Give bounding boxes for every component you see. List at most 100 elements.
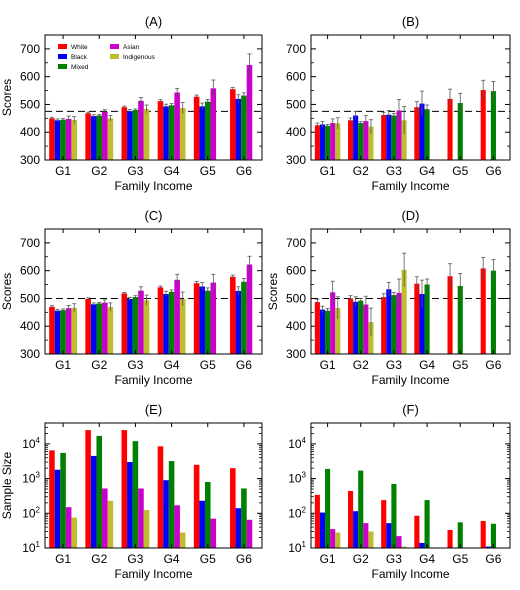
bar-asian-g3 — [138, 100, 144, 160]
y-tick-label: 400 — [286, 125, 306, 139]
bar-indigenous-g3 — [143, 108, 150, 160]
bar-indigenous-g1 — [71, 120, 77, 160]
y-tick-label: 600 — [286, 70, 306, 84]
bar-indigenous-g1 — [335, 307, 341, 354]
bar-black-g3 — [127, 462, 133, 548]
bar-indigenous-g4 — [179, 532, 186, 548]
bar-mixed-g6 — [490, 91, 496, 160]
bar-black-g5 — [199, 286, 205, 354]
x-tick-label: G6 — [485, 552, 501, 566]
bar-mixed-g6 — [490, 270, 496, 354]
bar-white-g2 — [85, 299, 91, 354]
bar-indigenous-g3 — [401, 269, 407, 354]
x-tick-label: G3 — [127, 164, 143, 178]
panel-title: (B) — [402, 14, 419, 29]
bar-asian-g3 — [396, 536, 402, 548]
panel-title: (C) — [144, 208, 162, 223]
bar-mixed-g4 — [424, 284, 430, 354]
legend-swatch-indigenous — [110, 54, 119, 59]
bar-black-g2 — [353, 511, 359, 548]
x-tick-label: G5 — [452, 164, 468, 178]
x-axis-label: Family Income — [114, 567, 192, 581]
bar-black-g4 — [419, 103, 425, 160]
bar-white-g5 — [193, 464, 200, 548]
y-tick-label: 104 — [22, 436, 40, 451]
bar-black-g4 — [163, 294, 169, 354]
y-tick-label: 300 — [20, 153, 40, 167]
bar-asian-g6 — [246, 264, 253, 354]
bar-white-g2 — [347, 120, 354, 160]
y-tick-label: 101 — [288, 540, 306, 555]
x-axis-label: Family Income — [371, 179, 449, 193]
legend-label-white: White — [71, 44, 88, 51]
bar-black-g4 — [163, 106, 169, 160]
bar-white-g4 — [414, 107, 420, 160]
y-tick-label: 400 — [20, 319, 40, 333]
plot-frame — [44, 422, 263, 549]
bar-indigenous-g4 — [179, 108, 186, 160]
bar-white-g3 — [121, 430, 128, 548]
bar-indigenous-g3 — [143, 509, 150, 548]
bar-asian-g1 — [65, 507, 72, 548]
bar-black-g3 — [386, 523, 392, 548]
bar-asian-g4 — [174, 505, 180, 548]
y-tick-label: 500 — [286, 97, 306, 111]
x-tick-label: G4 — [419, 552, 435, 566]
bar-black-g5 — [199, 106, 205, 160]
bar-indigenous-g4 — [179, 299, 186, 354]
bar-indigenous-g2 — [107, 500, 114, 548]
bar-black-g4 — [419, 542, 425, 548]
bar-mixed-g1 — [60, 119, 66, 160]
plot-frame — [310, 422, 511, 549]
bar-black-g2 — [353, 115, 359, 160]
bar-asian-g1 — [65, 118, 72, 160]
bar-black-g1 — [54, 469, 61, 548]
y-tick-label: 600 — [20, 70, 40, 84]
bar-mixed-g2 — [358, 470, 364, 548]
x-axis-label: Family Income — [371, 373, 449, 387]
x-tick-label: G3 — [127, 552, 143, 566]
bar-indigenous-g3 — [401, 546, 407, 548]
x-tick-label: G6 — [236, 552, 252, 566]
bar-asian-g5 — [210, 518, 217, 548]
y-tick-label: 101 — [22, 540, 40, 555]
legend-label-indigenous: Indigenous — [123, 54, 156, 61]
bar-mixed-g1 — [60, 452, 66, 548]
bar-white-g1 — [314, 125, 320, 160]
bar-indigenous-g2 — [368, 322, 374, 354]
bar-indigenous-g3 — [143, 300, 150, 354]
bar-indigenous-g1 — [71, 517, 77, 548]
x-tick-label: G4 — [164, 552, 180, 566]
bar-indigenous-g2 — [368, 126, 374, 160]
bar-asian-g1 — [65, 308, 72, 354]
bar-asian-g2 — [363, 121, 369, 160]
bar-mixed-g4 — [168, 291, 175, 354]
x-tick-label: G6 — [236, 358, 252, 372]
panel-d: (D) 300 400 500 600 700 G1 G2 G3 G4 G5 G6 Family Inc… — [266, 208, 511, 387]
y-tick-label: 600 — [286, 264, 306, 278]
bar-asian-g3 — [396, 292, 402, 354]
x-tick-label: G6 — [236, 164, 252, 178]
panel-c: (C) 300 400 500 600 700 G1 G2 G3 G4 G5 G6 Family Inc… — [0, 208, 263, 387]
y-tick-label: 300 — [286, 153, 306, 167]
bar-black-g2 — [90, 455, 97, 548]
bar-white-g6 — [480, 268, 486, 354]
y-tick-label: 102 — [288, 505, 306, 520]
bar-mixed-g3 — [391, 295, 397, 354]
bar-white-g3 — [381, 297, 387, 354]
x-tick-label: G3 — [386, 164, 402, 178]
bar-mixed-g3 — [391, 115, 397, 160]
bar-asian-g1 — [330, 123, 336, 160]
x-tick-label: G2 — [91, 164, 107, 178]
y-tick-label: 400 — [286, 319, 306, 333]
x-axis-label: Family Income — [114, 373, 192, 387]
bar-white-g5 — [447, 276, 453, 354]
plot-frame — [44, 228, 263, 355]
y-tick-label: 102 — [22, 505, 40, 520]
bar-asian-g3 — [138, 290, 144, 354]
bar-black-g1 — [54, 310, 61, 354]
bar-asian-g5 — [210, 88, 217, 160]
bar-black-g1 — [319, 512, 326, 548]
x-tick-label: G5 — [200, 552, 216, 566]
bar-mixed-g2 — [96, 115, 103, 160]
